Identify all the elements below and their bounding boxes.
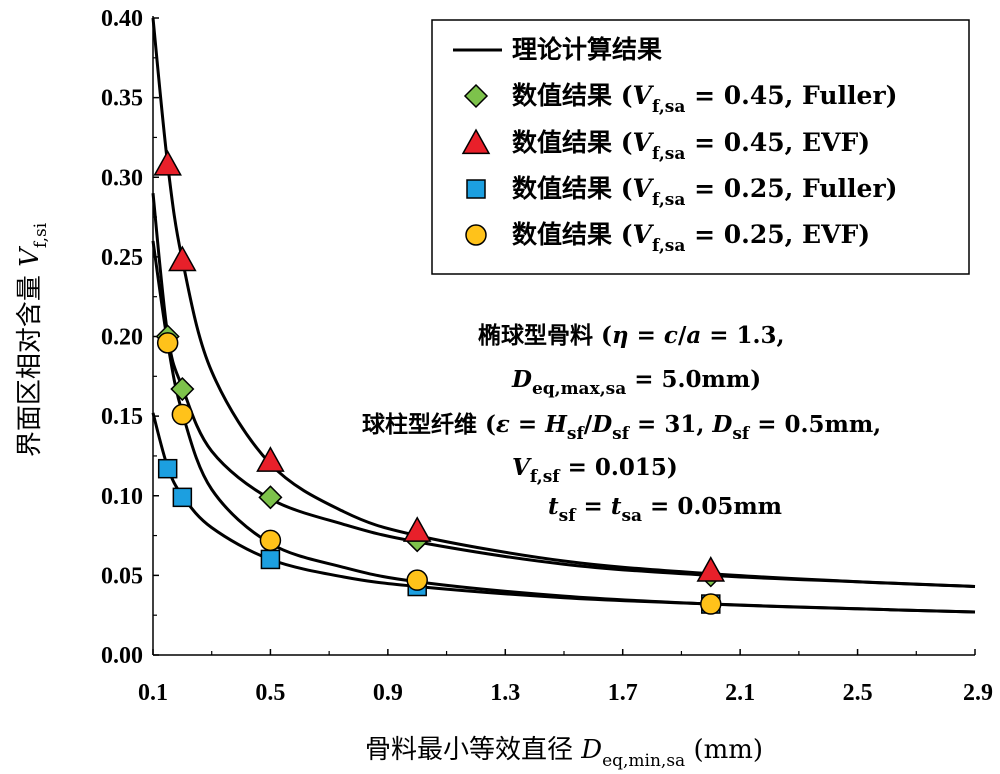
y-tick-label: 0.15: [101, 404, 143, 430]
x-tick-label: 0.5: [255, 680, 285, 706]
y-tick-label: 0.35: [101, 86, 143, 112]
y-tick-label: 0.00: [101, 643, 143, 669]
legend-swatch-square: [467, 180, 485, 198]
y-tick-label: 0.20: [101, 325, 143, 351]
legend: 理论计算结果数值结果 (Vf,sa = 0.45, Fuller)数值结果 (V…: [432, 20, 969, 274]
x-tick-label: 0.9: [373, 680, 403, 706]
x-tick-label: 2.1: [725, 680, 755, 706]
x-axis-title: 骨料最小等效直径 Deq,min,sa (mm): [365, 735, 763, 771]
data-point-triangle: [169, 247, 195, 270]
y-tick-label: 0.05: [101, 563, 143, 589]
y-tick-label: 0.40: [101, 6, 143, 32]
y-tick-label: 0.10: [101, 484, 143, 510]
y-tick-label: 0.30: [101, 165, 143, 191]
data-point-square: [261, 550, 279, 568]
data-point-circle: [260, 530, 280, 550]
y-tick-label: 0.25: [101, 245, 143, 271]
x-tick-label: 2.5: [843, 680, 873, 706]
data-point-square: [159, 460, 177, 478]
legend-label: 理论计算结果: [512, 35, 662, 64]
data-point-circle: [407, 570, 427, 590]
data-point-diamond: [259, 486, 281, 508]
data-point-triangle: [257, 448, 283, 471]
annotation-line: 球柱型纤维 (ε = Hsf/Dsf = 31, Dsf = 0.5mm,: [362, 411, 881, 444]
x-tick-label: 1.7: [608, 680, 638, 706]
x-tick-label: 2.9: [963, 680, 993, 706]
annotation-line: Deq,max,sa = 5.0mm): [511, 366, 761, 399]
data-point-circle: [158, 333, 178, 353]
y-axis-title: 界面区相对含量 Vf,si: [15, 222, 51, 457]
data-point-triangle: [404, 518, 430, 541]
data-point-circle: [172, 405, 192, 425]
annotation-line: 椭球型骨料 (η = c/a = 1.3,: [478, 322, 785, 349]
legend-swatch-circle: [466, 225, 486, 245]
data-point-square: [173, 488, 191, 506]
x-tick-label: 0.1: [138, 680, 168, 706]
annotation: 椭球型骨料 (η = c/a = 1.3, Deq,max,sa = 5.0mm)…: [362, 322, 881, 526]
annotation-line: tsf = tsa = 0.05mm: [548, 493, 782, 526]
data-point-triangle: [698, 558, 724, 581]
data-point-triangle: [155, 152, 181, 175]
annotation-line: Vf,sf = 0.015): [512, 454, 678, 487]
data-point-circle: [701, 594, 721, 614]
x-tick-label: 1.3: [490, 680, 520, 706]
